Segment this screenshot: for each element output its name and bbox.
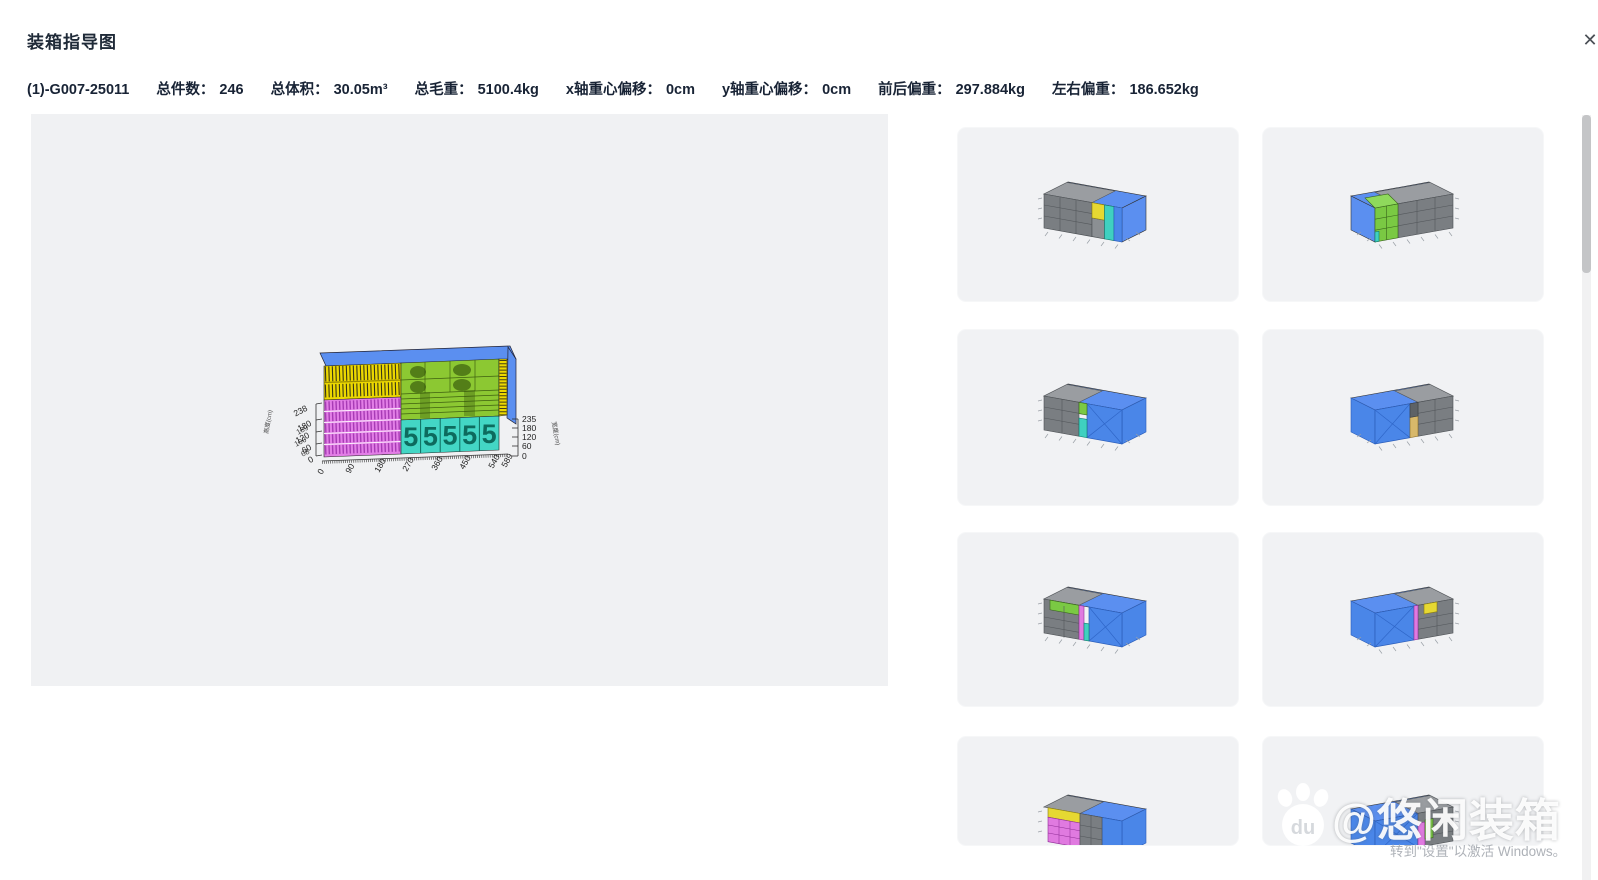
- svg-text:0: 0: [315, 467, 326, 476]
- container-3d-thumbnail-5: [1037, 586, 1147, 654]
- stat-gross-weight: 总毛重： 5100.4kg: [414, 82, 539, 98]
- svg-text:90: 90: [343, 462, 357, 475]
- close-icon[interactable]: ✕: [1582, 30, 1598, 50]
- stat-total-volume: 总体积： 30.05m³: [270, 82, 388, 98]
- page-title: 装箱指导图: [27, 33, 117, 52]
- svg-text:238: 238: [292, 403, 309, 419]
- thumbnail-card-5[interactable]: [958, 533, 1238, 706]
- cargo-yellow-stack: [323, 362, 402, 401]
- scrollbar-thumb[interactable]: [1582, 115, 1591, 273]
- container-3d-chart: 5 5 5 5 5 0 90 180: [262, 345, 562, 476]
- svg-text:5: 5: [462, 420, 477, 450]
- svg-text:5: 5: [482, 419, 497, 449]
- svg-text:5: 5: [403, 422, 418, 452]
- container-3d-thumbnail-6: [1350, 586, 1460, 654]
- svg-text:5: 5: [442, 421, 457, 451]
- container-3d-thumbnail-8: [1350, 794, 1460, 845]
- container-3d-thumbnail-1: [1037, 181, 1147, 249]
- thumbnail-card-6[interactable]: [1263, 533, 1543, 706]
- thumbnail-card-2[interactable]: [1263, 128, 1543, 301]
- thumbnail-card-3[interactable]: [958, 330, 1238, 505]
- thumbnail-card-7[interactable]: [958, 737, 1238, 845]
- svg-text:5: 5: [423, 421, 438, 451]
- windows-activation-note: 转到"设置"以激活 Windows。: [1390, 844, 1567, 859]
- main-load-plan-panel: 5 5 5 5 5 0 90 180: [31, 114, 888, 686]
- container-3d-thumbnail-4: [1350, 383, 1460, 451]
- stat-total-pieces: 总件数： 246: [156, 82, 244, 98]
- thumbnail-card-8[interactable]: [1263, 737, 1543, 845]
- left-axis-title: 高度(cm): [262, 409, 274, 434]
- cargo-magenta-stack: [323, 396, 402, 458]
- svg-text:235: 235: [522, 414, 536, 424]
- svg-text:180: 180: [522, 423, 536, 433]
- thumbnail-card-1[interactable]: [958, 128, 1238, 301]
- summary-stats-bar: (1)-G007-25011 总件数： 246 总体积： 30.05m³ 总毛重： 5…: [27, 78, 1199, 99]
- svg-text:120: 120: [522, 432, 536, 442]
- container-3d-thumbnail-3: [1037, 383, 1147, 451]
- svg-text:60: 60: [300, 442, 313, 455]
- stat-front-back-bias: 前后偏重： 297.884kg: [878, 82, 1025, 98]
- x-axis: [321, 453, 509, 464]
- right-axis-title: 宽度(cm): [550, 421, 562, 446]
- thumbnail-card-4[interactable]: [1263, 330, 1543, 505]
- svg-text:68: 68: [299, 447, 311, 459]
- container-right-wall: [506, 345, 517, 425]
- cargo-cyan-5-boxes: 5 5 5 5 5: [400, 415, 500, 455]
- stat-y-cog-offset: y轴重心偏移： 0cm: [721, 82, 852, 98]
- container-3d-thumbnail-7: [1037, 794, 1147, 845]
- stat-x-cog-offset: x轴重心偏移： 0cm: [565, 82, 695, 98]
- left-axis: 238 180 120 60 0 189 100 68 高度(cm): [262, 402, 323, 465]
- cargo-green-stack: [400, 358, 500, 421]
- stat-left-right-bias: 左右偏重： 186.652kg: [1051, 82, 1199, 98]
- svg-text:0: 0: [306, 454, 315, 465]
- cargo-yellow-side-strip: [498, 358, 508, 417]
- svg-text:0: 0: [522, 451, 527, 461]
- container-3d-thumbnail-2: [1350, 181, 1460, 249]
- container-code: (1)-G007-25011: [27, 82, 130, 98]
- svg-text:60: 60: [522, 441, 532, 451]
- right-axis: 235 180 120 60 0 宽度(cm): [512, 414, 562, 461]
- vertical-scrollbar[interactable]: [1582, 115, 1591, 880]
